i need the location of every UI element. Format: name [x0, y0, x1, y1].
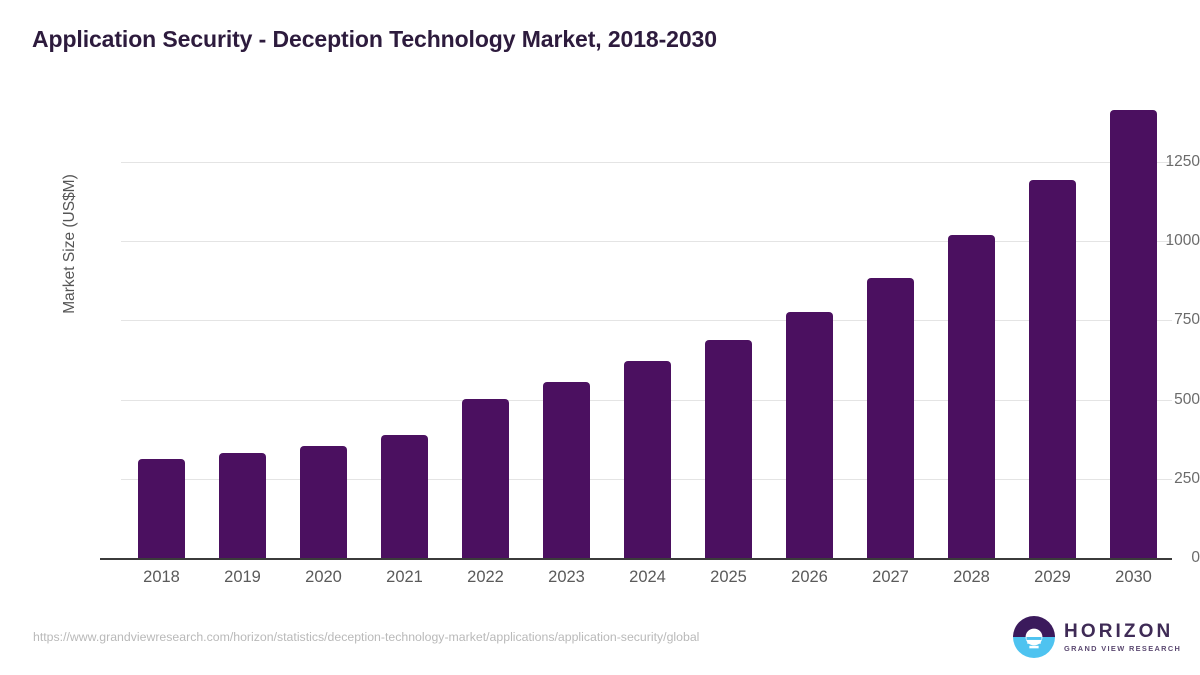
bar[interactable]: [462, 399, 509, 558]
y-axis-tick-label: 1250: [1165, 153, 1200, 170]
y-axis-tick-label: 500: [1174, 390, 1200, 408]
page-title: Application Security - Deception Technol…: [32, 26, 717, 52]
bar[interactable]: [1110, 109, 1157, 558]
bar[interactable]: [138, 459, 185, 558]
x-axis-tick-label: 2024: [629, 568, 666, 586]
x-axis-tick-label: 2018: [143, 568, 180, 586]
x-axis-tick-label: 2030: [1115, 568, 1152, 586]
x-axis-tick-label: 2026: [791, 568, 828, 586]
bar[interactable]: [300, 445, 347, 558]
bar[interactable]: [867, 277, 914, 558]
y-axis-tick-label: 250: [1174, 469, 1200, 487]
horizon-logo[interactable]: HORIZON GRAND VIEW RESEARCH: [1013, 616, 1181, 658]
bar[interactable]: [705, 340, 752, 558]
logo-name: HORIZON: [1064, 620, 1174, 642]
bar[interactable]: [948, 235, 995, 558]
x-axis-tick-label: 2021: [386, 568, 423, 586]
x-axis-tick-label: 2023: [548, 568, 585, 586]
gridline: [121, 162, 1172, 163]
gridline: [121, 241, 1172, 243]
horizon-logo-mark-icon: [1013, 616, 1055, 658]
x-axis-tick-label: 2029: [1034, 568, 1071, 586]
x-axis-tick-label: 2019: [224, 568, 261, 586]
x-axis-tick-label: 2020: [305, 568, 342, 586]
logo-text-block: HORIZON GRAND VIEW RESEARCH: [1064, 622, 1181, 652]
y-axis-tick-label: 750: [1174, 311, 1200, 329]
bar[interactable]: [1029, 180, 1076, 558]
logo-tagline: GRAND VIEW RESEARCH: [1064, 643, 1182, 653]
bar[interactable]: [624, 361, 671, 558]
y-axis-tick-label: 1000: [1165, 232, 1200, 250]
x-axis-tick-label: 2025: [710, 568, 747, 586]
y-axis-title: Market Size (US$M): [61, 174, 78, 314]
bar[interactable]: [219, 453, 266, 558]
bar[interactable]: [786, 311, 833, 558]
x-axis-tick-label: 2022: [467, 568, 504, 586]
gridline: [121, 320, 1172, 322]
y-axis-tick-label: 0: [1191, 549, 1200, 566]
bar[interactable]: [543, 381, 590, 558]
x-axis-tick-label: 2028: [953, 568, 990, 586]
source-url[interactable]: https://www.grandviewresearch.com/horizo…: [33, 630, 700, 644]
bar[interactable]: [381, 435, 428, 558]
x-axis-tick-label: 2027: [872, 568, 909, 586]
x-axis-line: [100, 558, 1172, 560]
